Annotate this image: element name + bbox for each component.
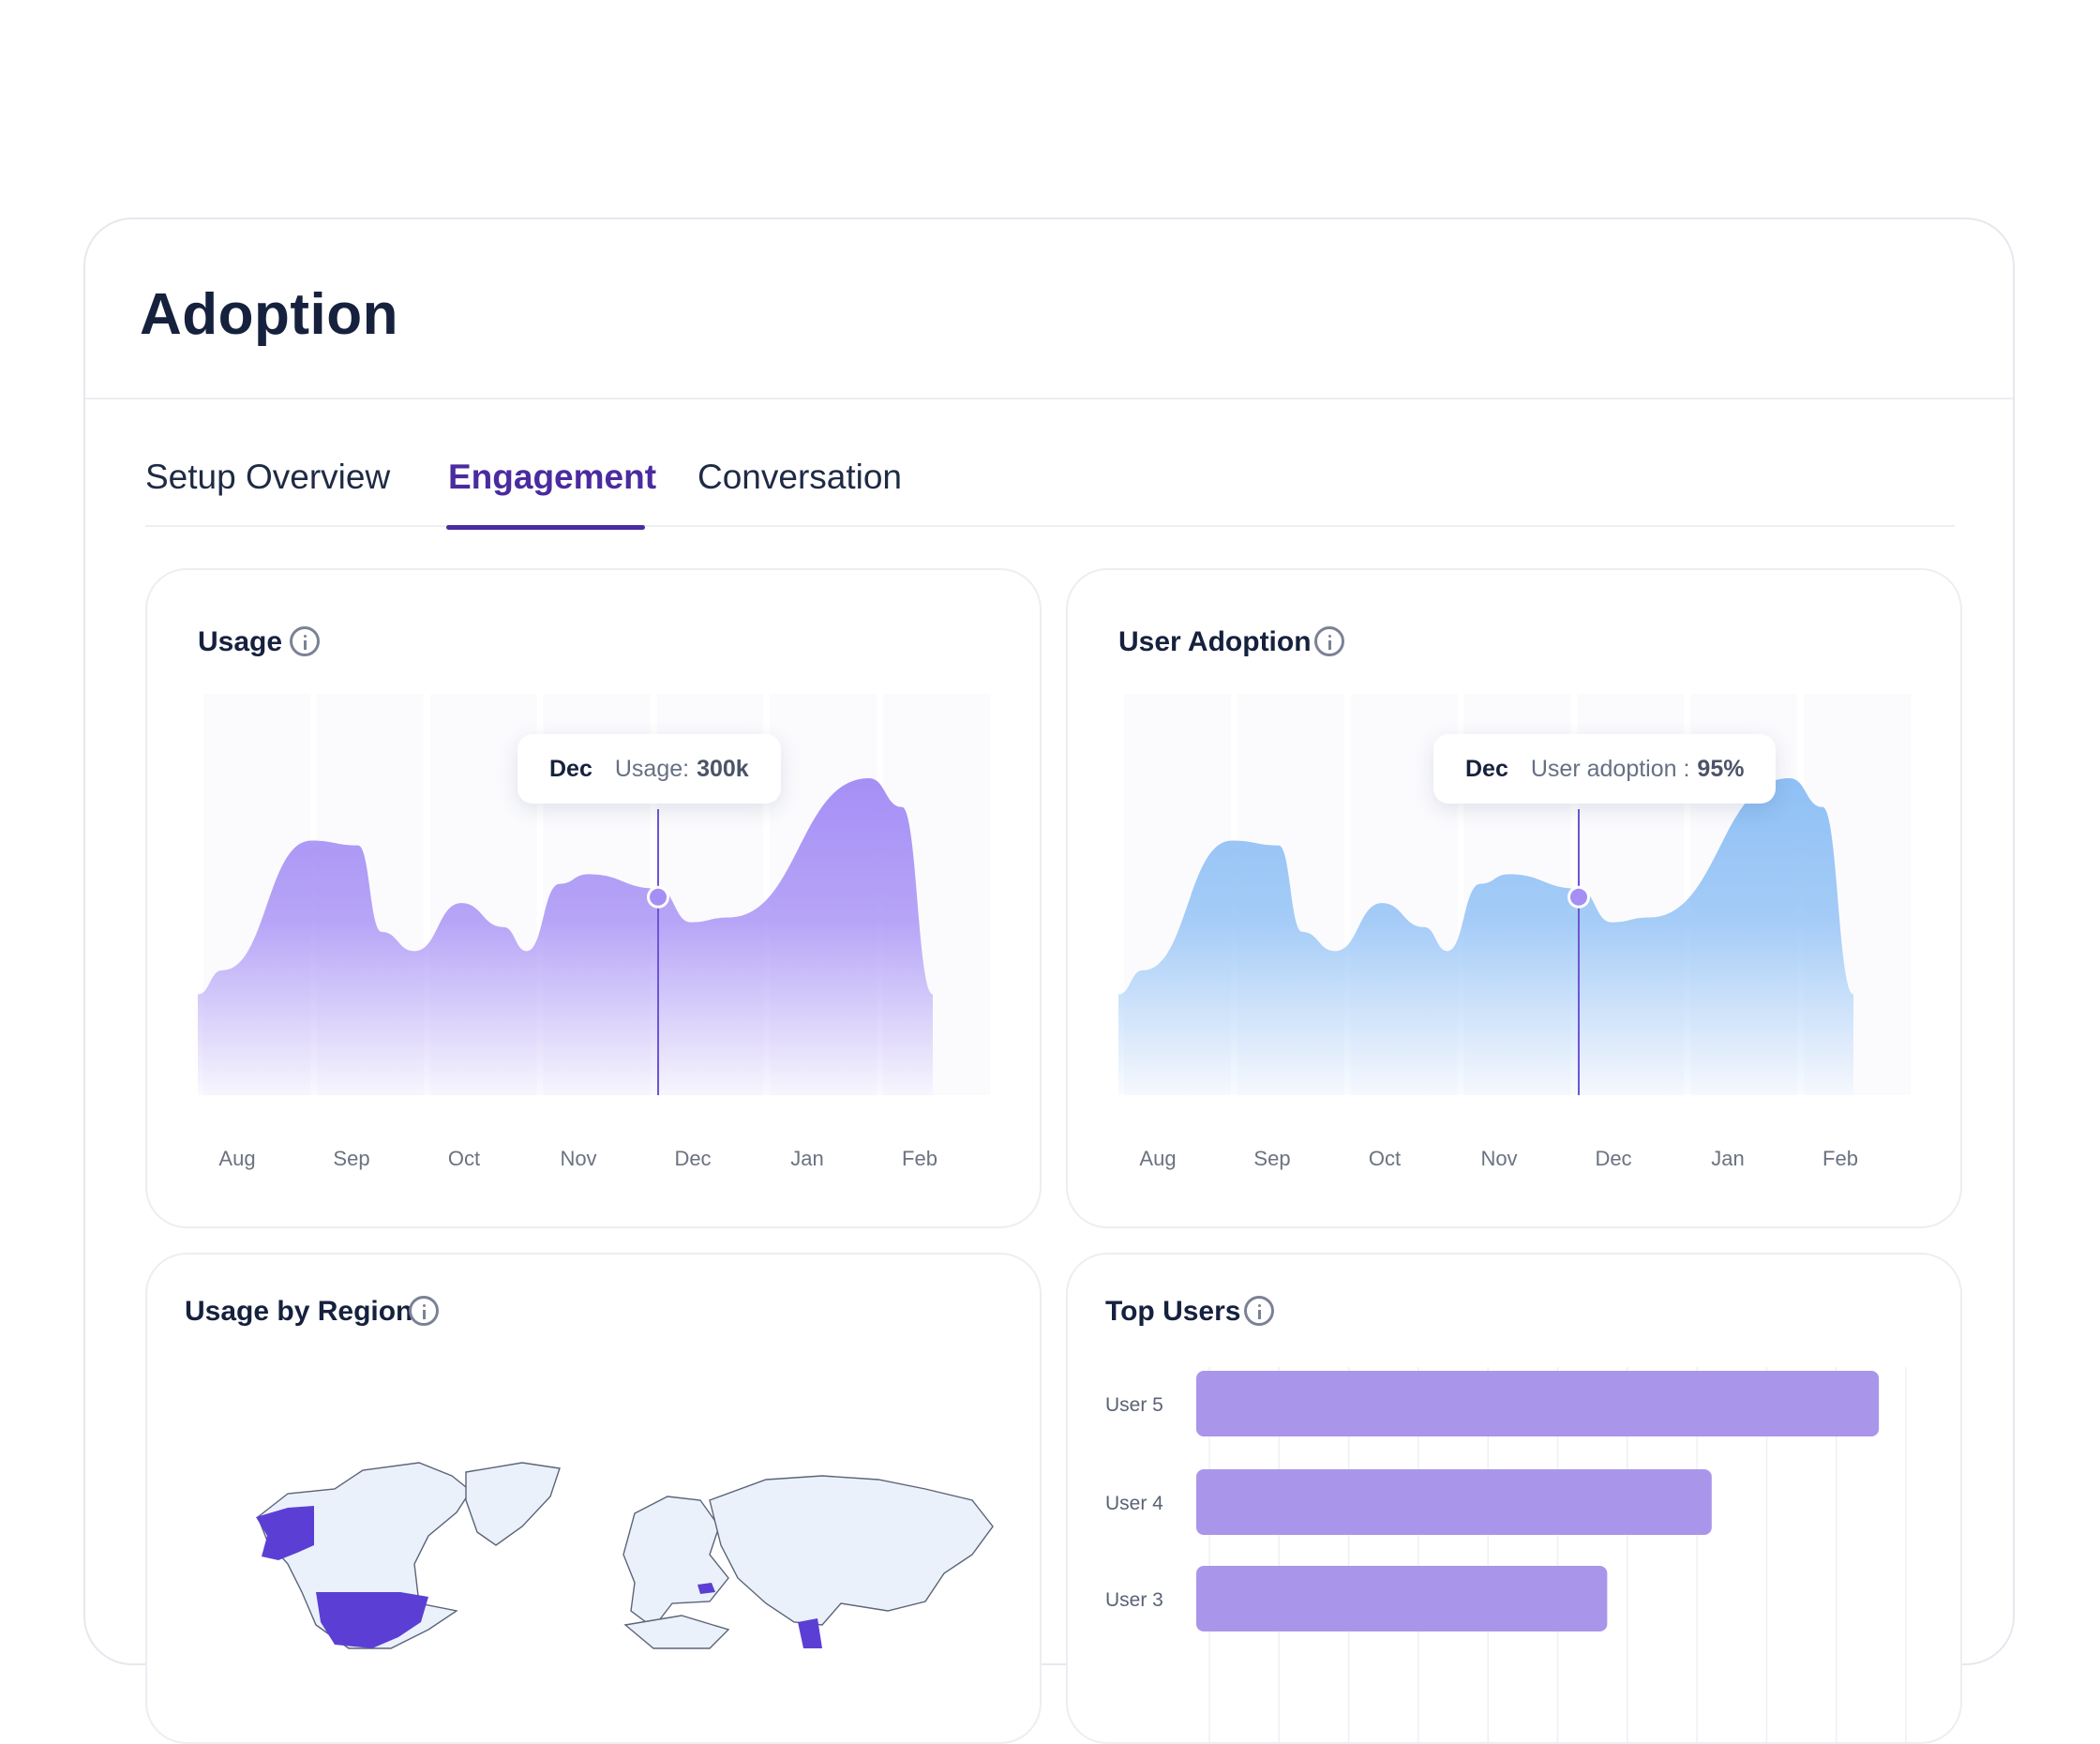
info-icon[interactable] — [409, 1296, 439, 1326]
usage-card-title: Usage — [198, 626, 283, 657]
page-title: Adoption — [140, 282, 399, 347]
user-adoption-card: User Adoption Aug Sep Oct Nov Dec Jan Feb Dec … — [1066, 568, 1962, 1228]
map-africa — [623, 1615, 730, 1649]
x-tick-label: Nov — [1480, 1147, 1517, 1170]
map-greenland — [465, 1462, 561, 1546]
x-tick-label: Oct — [1369, 1147, 1401, 1170]
x-tick-label: Jan — [1711, 1147, 1744, 1170]
x-tick-label: Feb — [902, 1147, 938, 1170]
top-users-bar-chart: User 5 User 4 User 3 — [1105, 1367, 1907, 1742]
bar — [1196, 1566, 1608, 1631]
area-series — [1118, 777, 1853, 1095]
user-adoption-tooltip: Dec User adoption : 95% — [1433, 734, 1777, 804]
world-map[interactable] — [147, 1255, 1040, 1742]
x-tick-label: Feb — [1822, 1147, 1858, 1170]
info-icon[interactable] — [1244, 1296, 1274, 1326]
top-users-title: Top Users — [1105, 1296, 1241, 1327]
active-tab-indicator — [446, 525, 645, 530]
tab-conversation[interactable]: Conversation — [698, 458, 903, 496]
tooltip-value: 300k — [697, 755, 749, 782]
tab-setup-overview[interactable]: Setup Overview — [145, 458, 391, 496]
user-adoption-card-title: User Adoption — [1118, 626, 1312, 657]
x-tick-label: Aug — [218, 1147, 255, 1170]
header-divider — [85, 398, 2013, 399]
x-tick-label: Oct — [448, 1147, 480, 1170]
adoption-panel: Adoption Setup Overview Engagement Conve… — [83, 218, 2015, 1744]
info-icon[interactable] — [1314, 626, 1344, 656]
usage-by-region-title: Usage by Region — [185, 1296, 413, 1327]
highlight-dot — [650, 888, 667, 906]
highlight-dot — [1570, 888, 1587, 906]
usage-card: Usage Aug Sep Oct Nov Dec Jan Feb Dec Usage: 3… — [145, 568, 1042, 1228]
map-hungary — [698, 1583, 715, 1594]
usage-by-region-card: Usage by Region — [145, 1253, 1042, 1744]
x-tick-label: Dec — [674, 1147, 711, 1170]
area-series — [198, 777, 933, 1095]
user-adoption-area-chart: Aug Sep Oct Nov Dec Jan Feb — [1118, 694, 1912, 1170]
bar — [1196, 1469, 1712, 1535]
x-tick-label: Aug — [1139, 1147, 1176, 1170]
top-users-card: Top Users User 5 User 4 User 3 — [1066, 1253, 1962, 1744]
x-tick-label: Sep — [1253, 1147, 1290, 1170]
bar-label: User 5 — [1105, 1394, 1163, 1416]
usage-area-chart: Aug Sep Oct Nov Dec Jan Feb — [198, 694, 991, 1170]
bar-label: User 3 — [1105, 1589, 1163, 1611]
tooltip-label: Usage: — [614, 755, 690, 782]
usage-tooltip: Dec Usage: 300k — [518, 734, 781, 804]
tooltip-month: Dec — [1465, 755, 1508, 782]
map-europe — [622, 1496, 729, 1629]
tab-bar: Setup Overview Engagement Conversation — [145, 450, 1955, 530]
tab-engagement[interactable]: Engagement — [448, 458, 657, 496]
tooltip-month: Dec — [549, 755, 592, 782]
tooltip-label: User adoption : — [1530, 755, 1690, 782]
x-tick-label: Nov — [560, 1147, 596, 1170]
map-alaska — [256, 1506, 314, 1560]
map-asia — [709, 1475, 994, 1626]
map-united-states — [316, 1592, 428, 1648]
info-icon[interactable] — [290, 626, 320, 656]
x-tick-label: Dec — [1595, 1147, 1631, 1170]
bar-label: User 4 — [1105, 1493, 1163, 1514]
bar — [1196, 1371, 1880, 1436]
tooltip-value: 95% — [1697, 755, 1745, 782]
x-tick-label: Sep — [333, 1147, 369, 1170]
x-tick-label: Jan — [790, 1147, 823, 1170]
